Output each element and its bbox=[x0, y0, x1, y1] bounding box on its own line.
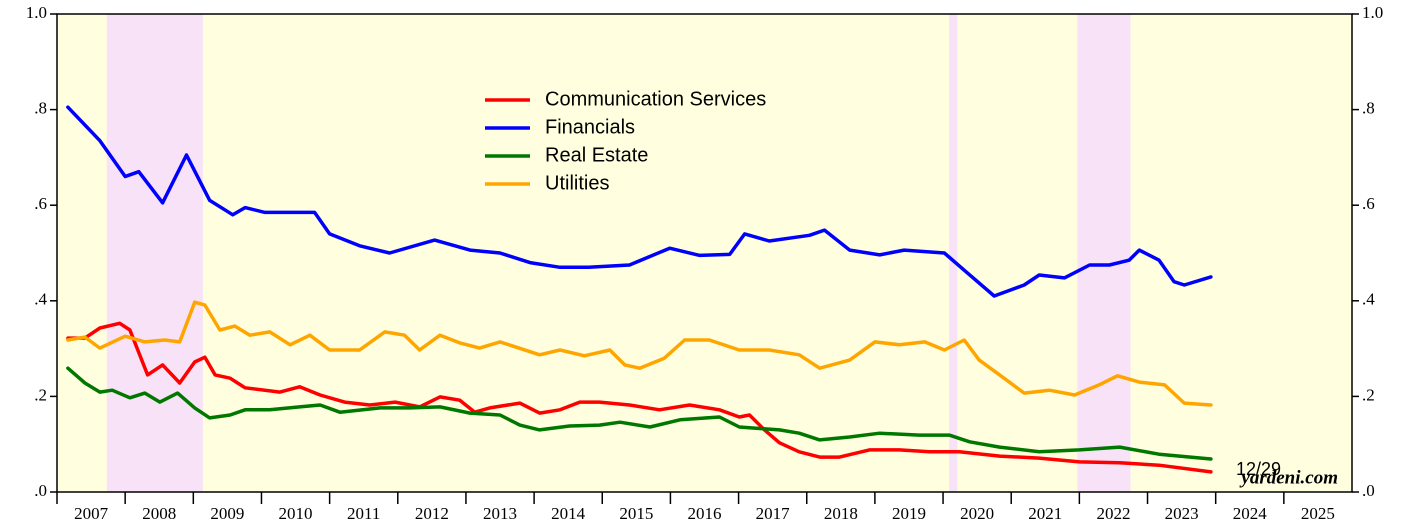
y2-tick-label: .8 bbox=[1362, 99, 1375, 118]
x-tick-label: 2024 bbox=[1233, 504, 1268, 523]
x-tick-label: 2020 bbox=[960, 504, 994, 523]
series-line bbox=[66, 366, 1213, 461]
x-tick-label: 2016 bbox=[688, 504, 722, 523]
y-tick-label: .8 bbox=[34, 99, 47, 118]
legend-label: Communication Services bbox=[545, 88, 766, 110]
x-tick-label: 2008 bbox=[142, 504, 176, 523]
y2-tick-label: .0 bbox=[1362, 481, 1375, 500]
axes: .0 .0 .2 .2 .4 .4 .6 .6 .8 .8 1.0 1.0 2007 2008 2009 20… bbox=[26, 3, 1384, 523]
x-tick-label: 2014 bbox=[551, 504, 586, 523]
legend: Communication Services Financials Real Est… bbox=[485, 88, 766, 194]
y2-tick-label: 1.0 bbox=[1362, 3, 1383, 22]
series-line bbox=[66, 105, 1213, 298]
x-tick-label: 2017 bbox=[756, 504, 791, 523]
plot-area bbox=[57, 14, 1352, 492]
plot-background bbox=[57, 14, 1352, 492]
recession-band bbox=[1077, 14, 1131, 492]
x-tick-label: 2010 bbox=[279, 504, 313, 523]
x-tick-label: 2013 bbox=[483, 504, 517, 523]
legend-label: Financials bbox=[545, 116, 635, 138]
y2-tick-label: .4 bbox=[1362, 290, 1375, 309]
x-tick-label: 2018 bbox=[824, 504, 858, 523]
series-line bbox=[66, 321, 1213, 474]
date-annotation: 12/29 bbox=[1236, 459, 1281, 479]
recession-band bbox=[106, 14, 203, 492]
y-tick-label: 1.0 bbox=[26, 3, 47, 22]
x-tick-label: 2019 bbox=[892, 504, 926, 523]
y-tick-label: .6 bbox=[34, 194, 47, 213]
x-tick-label: 2022 bbox=[1096, 504, 1130, 523]
x-tick-label: 2025 bbox=[1301, 504, 1335, 523]
series-lines bbox=[66, 105, 1213, 474]
plot-frame bbox=[56, 13, 1353, 493]
recession-band bbox=[949, 14, 958, 492]
y2-tick-label: .6 bbox=[1362, 194, 1375, 213]
y-tick-label: .2 bbox=[34, 385, 47, 404]
y-tick-label: .0 bbox=[34, 481, 47, 500]
x-tick-label: 2015 bbox=[619, 504, 653, 523]
x-tick-label: 2021 bbox=[1028, 504, 1062, 523]
source-annotation: yardeni.com bbox=[1239, 467, 1338, 488]
x-tick-label: 2023 bbox=[1165, 504, 1199, 523]
x-tick-label: 2009 bbox=[210, 504, 244, 523]
x-tick-label: 2012 bbox=[415, 504, 449, 523]
x-tick-label: 2007 bbox=[74, 504, 109, 523]
legend-label: Utilities bbox=[545, 172, 609, 194]
legend-label: Real Estate bbox=[545, 144, 648, 166]
y2-tick-label: .2 bbox=[1362, 385, 1375, 404]
series-line bbox=[66, 300, 1213, 407]
y-tick-label: .4 bbox=[34, 290, 47, 309]
x-tick-label: 2011 bbox=[347, 504, 380, 523]
